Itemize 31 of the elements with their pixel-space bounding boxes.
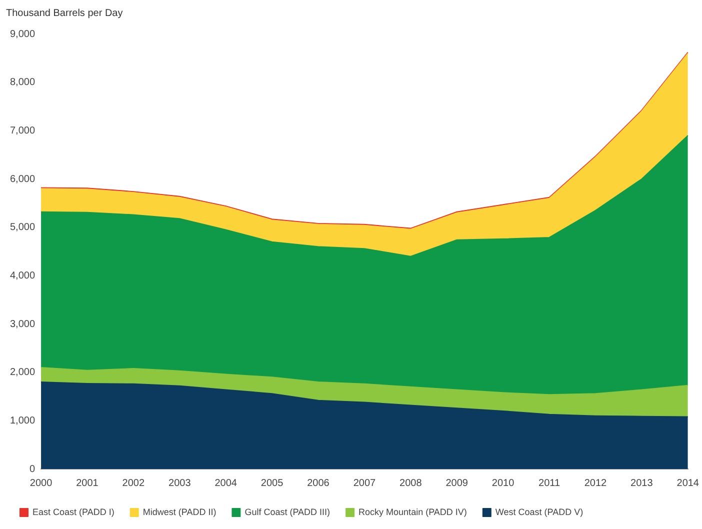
x-tick-label: 2010 — [492, 478, 515, 489]
legend-label: Rocky Mountain (PADD IV) — [358, 506, 467, 517]
x-tick-label: 2012 — [584, 478, 608, 489]
x-tick-label: 2013 — [630, 478, 654, 489]
x-tick-label: 2002 — [122, 478, 145, 489]
x-tick-label: 2008 — [400, 478, 422, 489]
x-tick-label: 2000 — [30, 478, 53, 489]
x-tick-label: 2006 — [307, 478, 330, 489]
y-tick-label: 7,000 — [10, 125, 36, 136]
y-axis-title: Thousand Barrels per Day — [6, 8, 123, 19]
x-tick-label: 2007 — [353, 478, 376, 489]
y-tick-label: 0 — [29, 464, 36, 475]
legend-label: West Coast (PADD V) — [495, 506, 584, 517]
x-tick-label: 2004 — [214, 478, 238, 489]
x-tick-label: 2009 — [446, 478, 468, 489]
legend-label: East Coast (PADD I) — [32, 506, 114, 517]
legend-label: Gulf Coast (PADD III) — [244, 506, 330, 517]
y-tick-label: 8,000 — [10, 77, 36, 88]
y-tick-label: 9,000 — [10, 28, 36, 40]
y-tick-label: 1,000 — [10, 415, 36, 426]
x-tick-label: 2001 — [76, 478, 99, 489]
y-tick-label: 4,000 — [10, 270, 36, 282]
y-tick-label: 6,000 — [10, 174, 36, 185]
x-tick-label: 2005 — [260, 478, 284, 489]
y-tick-label: 5,000 — [10, 222, 36, 234]
y-tick-label: 2,000 — [10, 367, 36, 378]
x-tick-label: 2014 — [676, 478, 700, 489]
x-tick-label: 2011 — [538, 478, 560, 489]
y-tick-label: 3,000 — [10, 318, 36, 330]
x-tick-label: 2003 — [168, 478, 192, 489]
legend-label: Midwest (PADD II) — [142, 506, 216, 517]
